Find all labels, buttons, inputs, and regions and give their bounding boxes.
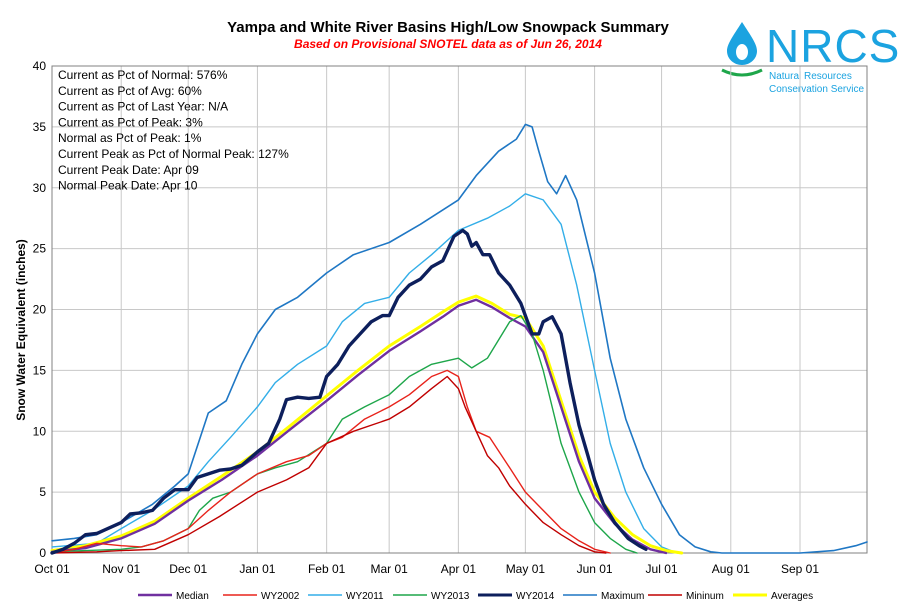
stat-line: Current Peak as Pct of Normal Peak: 127% <box>58 147 289 161</box>
stat-line: Current as Pct of Last Year: N/A <box>58 100 228 114</box>
y-tick-label: 10 <box>33 424 47 438</box>
water-drop-icon <box>721 22 763 77</box>
stat-line: Current as Pct of Normal: 576% <box>58 68 228 82</box>
series-layer <box>50 123 868 555</box>
grid <box>51 65 867 554</box>
plot-area-border <box>51 65 868 554</box>
nrcs-logo: NRCS Natural Resources Conservation Serv… <box>721 20 900 95</box>
legend-item-averages: Averages <box>733 591 813 602</box>
y-tick-label: 30 <box>33 181 47 195</box>
y-tick-label: 25 <box>33 242 47 256</box>
stat-line: Normal Peak Date: Apr 10 <box>58 179 198 193</box>
y-tick-label: 15 <box>33 363 47 377</box>
x-tick-label: Apr 01 <box>441 562 477 576</box>
chart-title: Yampa and White River Basins High/Low Sn… <box>227 19 669 36</box>
y-tick-label: 40 <box>33 59 47 73</box>
x-tick-label: May 01 <box>506 562 546 576</box>
x-tick-label: Jul 01 <box>646 562 678 576</box>
logo-line-2: Conservation Service <box>769 84 864 95</box>
x-tick-label: Jun 01 <box>577 562 613 576</box>
series-line-mininum <box>51 375 607 554</box>
series-line-maximum <box>51 123 868 554</box>
legend-item-wy2014: WY2014 <box>478 591 555 602</box>
legend-label: WY2013 <box>431 591 470 602</box>
series-line-wy2014 <box>50 228 648 555</box>
logo-line-1: Natural Resources <box>769 71 852 82</box>
series-line-wy2002 <box>51 369 611 554</box>
x-axis: Oct 01 Nov 01 Dec 01 Jan 01 Feb 01 Mar 01 Apr … <box>34 562 819 576</box>
y-tick-label: 20 <box>33 303 47 317</box>
legend-label: Maximum <box>601 591 644 602</box>
x-tick-label: Dec 01 <box>169 562 207 576</box>
legend-label: Averages <box>771 591 813 602</box>
legend-item-wy2002: WY2002 <box>223 591 300 602</box>
y-tick-label: 5 <box>39 485 46 499</box>
x-tick-label: Nov 01 <box>102 562 140 576</box>
series-line-median <box>50 298 668 555</box>
stat-line: Current as Pct of Avg: 60% <box>58 84 202 98</box>
legend-label: Median <box>176 591 209 602</box>
legend-item-mininum: Mininum <box>648 591 724 602</box>
x-tick-label: Oct 01 <box>34 562 70 576</box>
x-tick-label: Aug 01 <box>712 562 750 576</box>
legend-label: WY2014 <box>516 591 555 602</box>
x-tick-label: Sep 01 <box>781 562 819 576</box>
x-tick-label: Jan 01 <box>239 562 275 576</box>
legend-item-maximum: Maximum <box>563 591 644 602</box>
stats-box: Current as Pct of Normal: 576% Current as… <box>58 68 289 193</box>
y-tick-label: 35 <box>33 120 47 134</box>
y-axis-label: Snow Water Equivalent (inches) <box>14 239 28 421</box>
x-tick-label: Mar 01 <box>370 562 408 576</box>
stat-line: Current Peak Date: Apr 09 <box>58 163 199 177</box>
y-tick-label: 0 <box>39 546 46 560</box>
stat-line: Normal as Pct of Peak: 1% <box>58 131 202 145</box>
series-line-wy2011 <box>51 193 678 554</box>
legend-label: WY2002 <box>261 591 300 602</box>
legend-label: Mininum <box>686 591 724 602</box>
legend-item-median: Median <box>138 591 209 602</box>
legend-item-wy2011: WY2011 <box>308 591 384 602</box>
legend-item-wy2013: WY2013 <box>393 591 470 602</box>
x-tick-label: Feb 01 <box>308 562 346 576</box>
y-axis: 0 5 10 15 20 25 30 35 40 <box>33 59 47 560</box>
chart-subtitle: Based on Provisional SNOTEL data as of J… <box>294 37 602 51</box>
logo-title: NRCS <box>766 20 900 72</box>
legend-label: WY2011 <box>346 591 384 602</box>
legend: Median WY2002 WY2011 WY2013 WY2014 Maximum Min… <box>138 591 813 602</box>
stat-line: Current as Pct of Peak: 3% <box>58 115 203 129</box>
